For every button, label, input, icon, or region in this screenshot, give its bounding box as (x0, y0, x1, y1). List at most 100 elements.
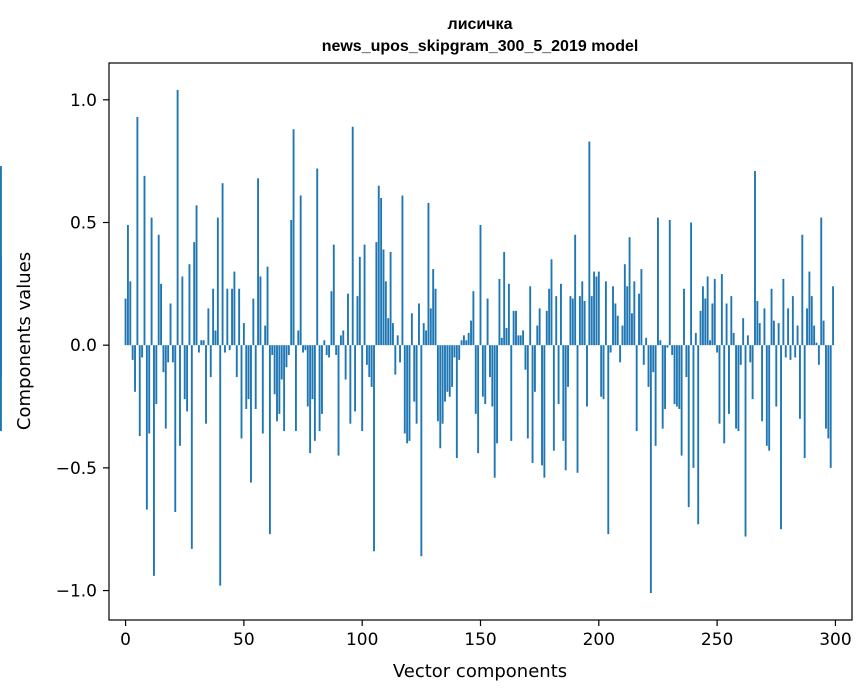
bar (287, 345, 290, 355)
bar (803, 345, 806, 459)
bar (252, 298, 255, 346)
bar (231, 288, 233, 346)
bar (394, 345, 397, 375)
bar (529, 286, 532, 346)
bar (574, 234, 577, 346)
bar (725, 303, 728, 346)
bar (205, 345, 207, 424)
bar (219, 345, 222, 586)
bar (716, 345, 719, 353)
bar (796, 325, 799, 346)
bar (157, 234, 160, 346)
bar (735, 345, 737, 429)
bar (344, 345, 347, 380)
bar (581, 281, 584, 346)
bar (567, 345, 569, 387)
bar (552, 345, 555, 451)
bar (728, 345, 730, 414)
bar (472, 291, 475, 346)
bar (616, 315, 619, 346)
bar (408, 345, 411, 441)
bar (820, 217, 823, 346)
bar (543, 345, 546, 478)
bar (349, 345, 352, 424)
bar (311, 345, 314, 400)
bar (763, 308, 766, 346)
y-tick-label: 1.0 (70, 91, 97, 111)
bar (155, 345, 158, 405)
bar (680, 345, 683, 456)
bar (827, 345, 830, 439)
bar (784, 345, 787, 358)
bar (657, 217, 659, 346)
bar (590, 296, 593, 346)
bar (285, 345, 288, 368)
bar (787, 308, 790, 346)
bar (493, 345, 496, 478)
bar (801, 234, 804, 346)
bar (224, 345, 226, 353)
bar (268, 345, 271, 535)
bar (396, 335, 399, 346)
bar (713, 278, 716, 346)
bar (406, 345, 409, 444)
bar (363, 244, 366, 346)
bar (306, 345, 309, 407)
bar (548, 288, 551, 346)
bar (588, 141, 591, 346)
bar (240, 345, 243, 439)
bar (538, 308, 541, 346)
bar (756, 301, 759, 346)
bar (484, 345, 487, 405)
bar (519, 335, 522, 346)
bar (294, 345, 297, 432)
bar (496, 345, 499, 444)
bar (153, 345, 155, 576)
bar (718, 345, 721, 424)
bar (489, 345, 491, 378)
bar (432, 269, 435, 346)
bar (448, 345, 451, 397)
bar (273, 345, 276, 395)
bar (136, 116, 139, 346)
bar (422, 323, 425, 346)
bar (510, 345, 513, 441)
bar (188, 264, 191, 346)
bar (458, 345, 461, 360)
bar (491, 345, 494, 407)
bar (730, 296, 733, 346)
bar (377, 185, 380, 346)
bar (645, 337, 648, 346)
bar (439, 345, 442, 449)
bar (685, 345, 688, 378)
bar (335, 345, 338, 355)
bar (720, 274, 723, 346)
bar (815, 342, 818, 346)
bar (813, 325, 816, 346)
bar (609, 345, 612, 353)
bar (373, 345, 375, 552)
bar (451, 345, 454, 387)
bar (562, 345, 565, 441)
bar (392, 323, 394, 346)
bar (302, 345, 304, 353)
bar (739, 345, 742, 365)
bar (576, 345, 579, 473)
bar (754, 170, 756, 346)
bar (671, 345, 674, 355)
bar (415, 345, 418, 424)
bar (339, 335, 342, 346)
bar (370, 345, 373, 387)
bar (138, 345, 141, 436)
bar (794, 345, 797, 358)
bar (772, 320, 775, 346)
bar (276, 345, 278, 422)
bar (597, 271, 600, 346)
y-tick-label: 0.5 (70, 213, 97, 233)
bar (418, 303, 420, 346)
bar (486, 298, 489, 346)
bar (789, 345, 792, 360)
bar (181, 276, 184, 346)
bar (330, 291, 333, 346)
bar (533, 345, 536, 392)
